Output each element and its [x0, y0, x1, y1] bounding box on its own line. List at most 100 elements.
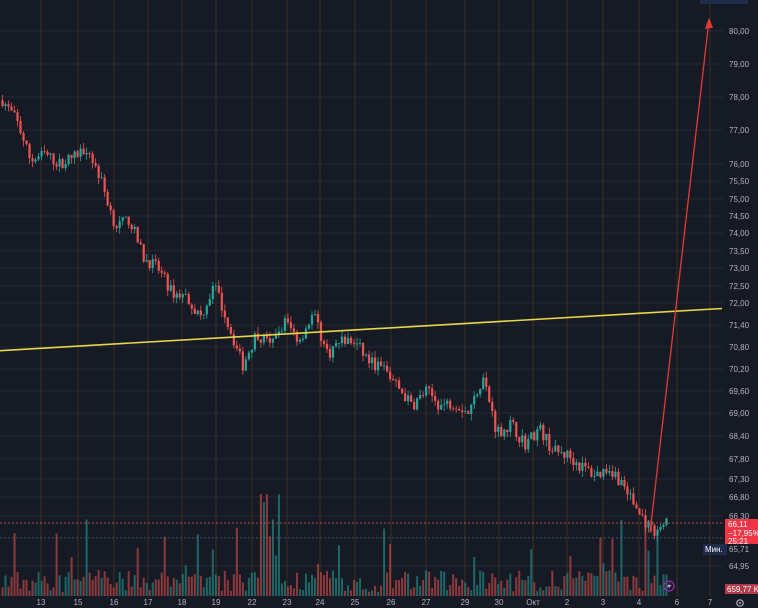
candle-body: [590, 467, 593, 477]
volume-bar: [434, 576, 437, 596]
volume-bar: [292, 588, 295, 596]
projection-arrow[interactable]: [649, 17, 713, 533]
volume-bar: [229, 590, 232, 596]
volume-bar: [362, 589, 365, 596]
candle-body: [34, 159, 37, 162]
volume-bar: [160, 572, 163, 596]
candle-body: [157, 260, 160, 271]
candle-body: [4, 104, 7, 107]
volume-bar: [43, 576, 46, 596]
volume-bar: [208, 576, 211, 596]
lightning-icon[interactable]: [663, 580, 675, 592]
candle-body: [142, 244, 145, 262]
volume-bar: [127, 571, 130, 596]
volume-bar: [452, 574, 455, 596]
volume-bar: [115, 582, 118, 596]
candle-body: [638, 508, 641, 515]
volume-bar: [103, 571, 106, 596]
candle-body: [262, 335, 265, 343]
candle-body: [464, 411, 467, 413]
candle-body: [313, 314, 317, 316]
volume-bar: [344, 590, 347, 596]
trendline[interactable]: [0, 307, 723, 352]
candle-body: [416, 398, 419, 410]
price-tick-label: 66,30: [729, 512, 750, 521]
volume-bar: [217, 576, 220, 596]
volume-bar: [121, 578, 124, 596]
time-tick-label: 3: [601, 598, 606, 607]
volume-bar: [383, 528, 386, 596]
volume-bar: [380, 585, 383, 596]
volume-bar: [88, 572, 91, 596]
candle-body: [154, 259, 157, 261]
volume-value: 659,77 K: [727, 585, 758, 594]
candle-body: [461, 410, 464, 412]
candle-body: [629, 493, 632, 495]
price-tick-label: 73,00: [729, 264, 750, 273]
candle-body: [46, 151, 49, 155]
volume-bar: [70, 557, 73, 596]
volume-bar: [211, 549, 214, 596]
candle-body: [563, 451, 566, 458]
candle-body: [22, 133, 25, 141]
candle-body: [55, 164, 58, 167]
time-tick-label: 13: [37, 598, 46, 607]
candle-body: [596, 471, 599, 477]
volume-bar: [335, 578, 338, 596]
volume-bar: [371, 590, 374, 596]
time-axis-panel[interactable]: [0, 596, 758, 608]
candle-body: [124, 216, 127, 218]
volume-bar: [425, 570, 428, 596]
candle-body: [602, 468, 605, 477]
volume-bar: [67, 572, 70, 596]
time-tick-label: 24: [316, 598, 325, 607]
time-tick-label: 27: [422, 598, 431, 607]
candle-body: [340, 336, 344, 344]
candle-body: [647, 521, 650, 528]
candle-body: [214, 285, 217, 287]
candle-body: [76, 151, 79, 157]
volume-bar: [25, 579, 28, 596]
candle-body: [542, 424, 545, 441]
volume-bar: [359, 578, 362, 596]
volume-bar: [587, 572, 590, 596]
candle-body: [289, 322, 293, 329]
volume-bar: [202, 587, 205, 596]
volume-bar: [262, 502, 265, 596]
volume-bar: [259, 493, 262, 596]
price-axis-panel[interactable]: [723, 0, 758, 596]
volume-bar: [476, 584, 479, 596]
time-tick-label: 2: [565, 598, 570, 607]
candle-body: [67, 154, 70, 165]
candle-body: [292, 328, 296, 332]
volume-bar: [301, 589, 304, 596]
price-tick-label: 66,80: [729, 493, 750, 502]
candle-body: [235, 345, 238, 349]
time-tick-label: 25: [351, 598, 360, 607]
volume-bar: [350, 590, 353, 596]
candle-body: [497, 427, 500, 432]
candle-body: [361, 342, 365, 356]
candle-body: [286, 318, 290, 323]
candle-body: [449, 400, 452, 409]
candle-body: [548, 433, 551, 451]
candle-body: [662, 525, 665, 528]
volume-bar: [494, 577, 497, 596]
candle-body: [545, 433, 548, 441]
current-price-badge: 66,11 −17,95% 25:21: [725, 519, 758, 546]
volume-bar: [136, 548, 139, 596]
candle-body: [382, 365, 386, 367]
time-tick-label: 29: [461, 598, 470, 607]
gear-icon[interactable]: [736, 599, 744, 607]
price-tick-label: 71,40: [729, 321, 750, 330]
candle-body: [268, 338, 272, 343]
volume-bar: [256, 577, 259, 596]
volume-bar: [4, 575, 7, 596]
volume-bar: [482, 571, 485, 596]
candle-body: [217, 285, 220, 293]
volume-bar: [545, 586, 548, 596]
volume-bar: [181, 573, 184, 596]
candle-body: [70, 154, 73, 159]
